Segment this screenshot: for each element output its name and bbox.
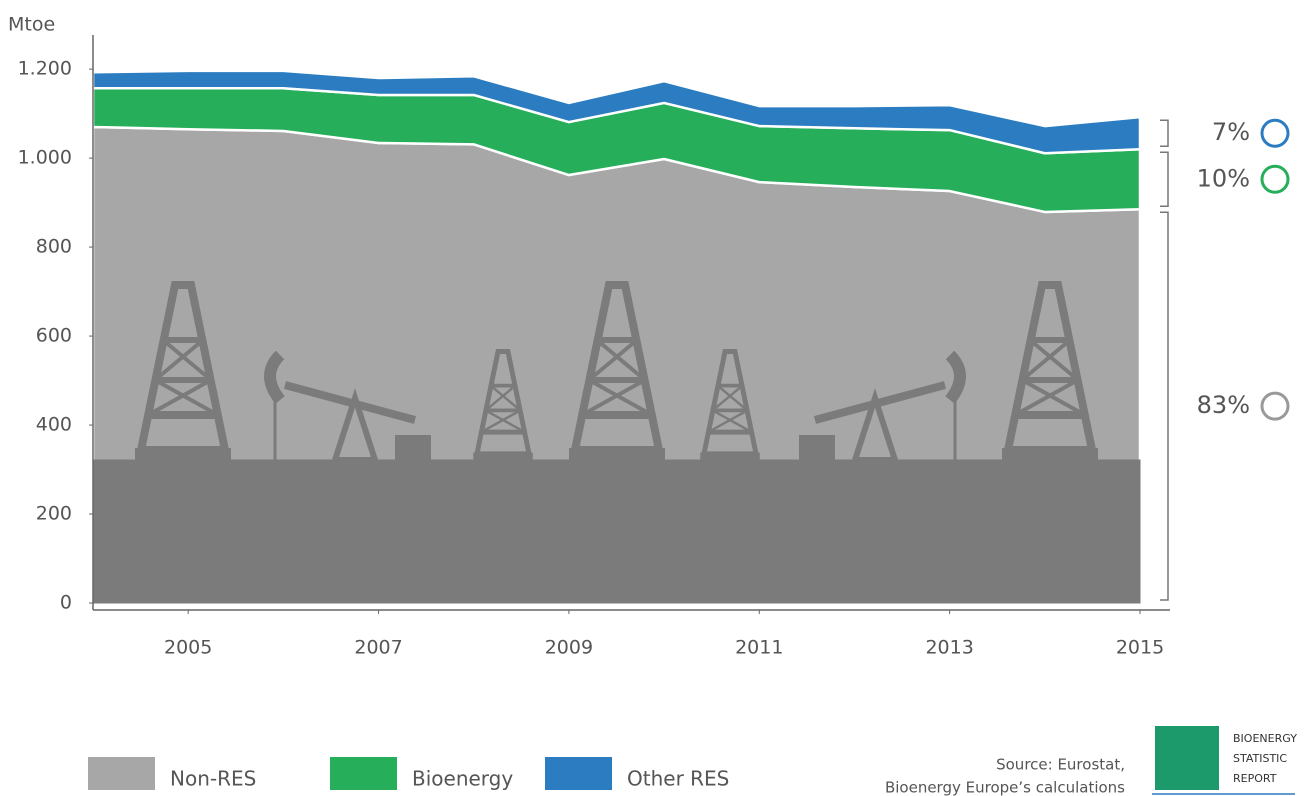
legend-swatch [88,757,155,790]
x-tick-label: 2009 [545,637,593,659]
y-tick-label: 0 [60,592,72,614]
source-line: Bioenergy Europe’s calculations [885,779,1125,796]
y-tick-label: 400 [36,414,72,436]
y-axis-label: Mtoe [8,14,55,36]
share-label: 10% [1197,164,1250,192]
share-label: 83% [1197,391,1250,419]
ground [93,460,1140,603]
y-tick-label: 1.200 [18,58,72,80]
share-icon [1262,120,1288,146]
chart: Mtoe Source: Eurostat, Bioenergy Europe’… [0,0,1304,796]
x-tick-label: 2005 [164,637,212,659]
legend-swatch [545,757,612,790]
logo-text: STATISTIC [1233,752,1287,765]
bracket [1160,120,1168,146]
legend-label: Other RES [627,767,729,791]
legend-label: Bioenergy [412,767,513,791]
logo-text: BIOENERGY [1233,732,1297,745]
share-icon [1262,166,1288,192]
bracket [1160,152,1168,206]
legend-label: Non-RES [170,767,256,791]
logo: BIOENERGY STATISTIC REPORT [1152,726,1297,794]
logo-box [1155,726,1219,790]
x-tick-label: 2007 [354,637,402,659]
x-tick-label: 2015 [1116,637,1164,659]
y-tick-label: 800 [36,236,72,258]
y-tick-label: 600 [36,325,72,347]
x-tick-label: 2011 [735,637,783,659]
y-tick-label: 200 [36,503,72,525]
source-line: Source: Eurostat, [996,756,1125,774]
y-tick-label: 1.000 [18,147,72,169]
bracket [1160,212,1168,600]
x-tick-label: 2013 [925,637,973,659]
share-label: 7% [1212,118,1250,146]
share-icon [1262,393,1288,419]
logo-text: REPORT [1233,772,1277,785]
legend-swatch [330,757,397,790]
